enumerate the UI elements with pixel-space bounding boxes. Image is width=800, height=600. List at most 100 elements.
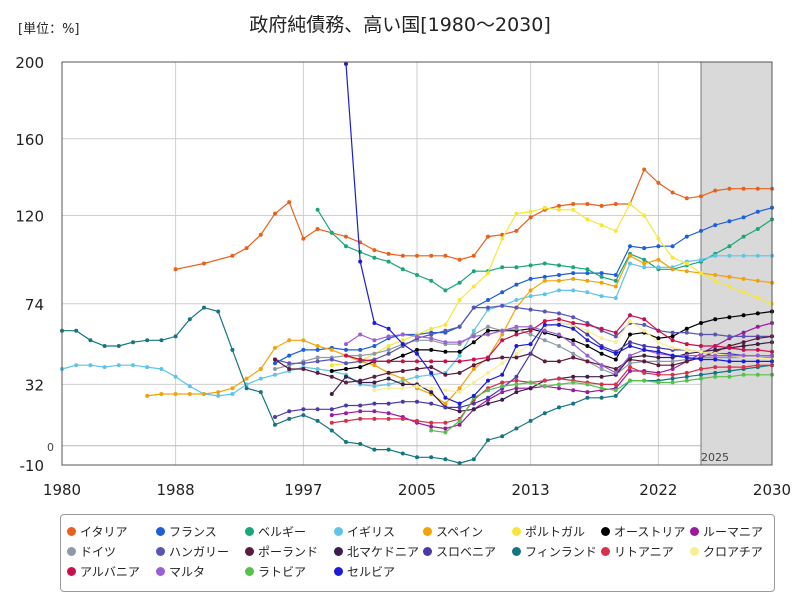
data-point [741,334,746,339]
data-point [329,374,334,379]
data-point [344,440,348,444]
data-point [386,376,391,381]
data-point [358,357,363,362]
data-point [514,332,519,337]
data-point [429,455,434,460]
data-point [287,353,292,358]
data-point [670,363,675,368]
data-point [585,390,590,395]
data-point [670,190,675,195]
legend-item: ポーランド [245,543,318,560]
data-point [287,361,292,366]
data-point [571,315,576,320]
data-point [670,334,675,339]
data-point [372,388,377,393]
series-line-9 [274,305,772,364]
data-point [713,253,718,258]
data-point [727,374,732,379]
data-point [642,347,647,352]
series-line-8 [274,326,772,376]
x-tick-label: 1997 [284,481,322,499]
data-point [486,234,490,239]
data-point [642,328,647,333]
data-point [386,382,391,387]
data-point [713,374,718,379]
legend-marker [156,567,165,576]
data-point [344,234,348,239]
data-point [301,413,306,418]
data-point [443,359,448,364]
data-point [514,282,519,287]
data-point [358,353,363,358]
data-point [571,355,576,360]
data-point [699,367,703,371]
legend-item: フランス [156,523,217,540]
data-point [599,386,604,391]
y-tick-label: -10 [20,457,45,475]
y-tick-label: 120 [15,208,44,226]
data-point [230,347,235,352]
data-point [344,61,348,66]
data-point [429,347,434,352]
data-point [372,351,377,356]
data-point [727,219,732,224]
data-point [471,253,476,258]
data-point [386,259,391,264]
line-chart: 2025 -10 32 74 120 160 200 0 1980 1988 1997 2005 20… [15,54,791,499]
data-point [571,388,576,393]
data-point [571,380,576,385]
data-point [684,269,689,274]
data-point [443,430,448,435]
data-point [457,324,462,329]
data-point [500,290,505,295]
data-point [755,227,760,231]
data-point [386,370,391,375]
data-point [500,434,505,439]
legend-marker [156,547,165,556]
data-point [585,278,590,283]
data-point [628,332,632,337]
series-line-7 [331,322,773,430]
data-point [372,321,377,325]
data-point [230,386,235,391]
data-point [699,257,703,262]
data-point [670,353,675,358]
data-point [557,359,561,364]
data-point [315,407,320,412]
data-point [301,367,306,371]
data-point [713,332,718,337]
data-point [471,457,476,462]
data-point [670,380,675,385]
data-point [315,367,320,371]
data-point [173,374,178,379]
data-point [358,441,363,446]
data-point [287,416,292,421]
data-point [429,424,434,429]
data-point [429,359,434,364]
data-point [585,202,590,206]
data-point [628,340,632,345]
data-point [599,203,604,208]
data-point [301,347,306,352]
data-point [557,311,561,316]
legend-label: リトアニア [614,545,674,559]
data-point [429,278,434,283]
legend: イタリア フランス ベルギー イギリス スペイン ポルトガル オーストリア ルーマニア ドイツ ハ… [60,514,775,592]
data-point [486,332,490,337]
x-tick-label: 2013 [512,481,550,499]
data-point [287,200,292,205]
legend-item: ポルトガル [512,523,585,540]
data-point [727,359,732,364]
data-point [415,374,419,379]
data-point [273,211,277,216]
data-point [755,209,760,214]
data-point [528,332,533,337]
series-line-6 [331,310,773,372]
legend-marker [512,527,521,536]
legend-marker [67,547,76,556]
data-point [571,271,576,276]
forecast-shade [701,62,772,465]
data-point [457,257,462,262]
data-point [74,328,79,333]
data-point [116,344,121,348]
